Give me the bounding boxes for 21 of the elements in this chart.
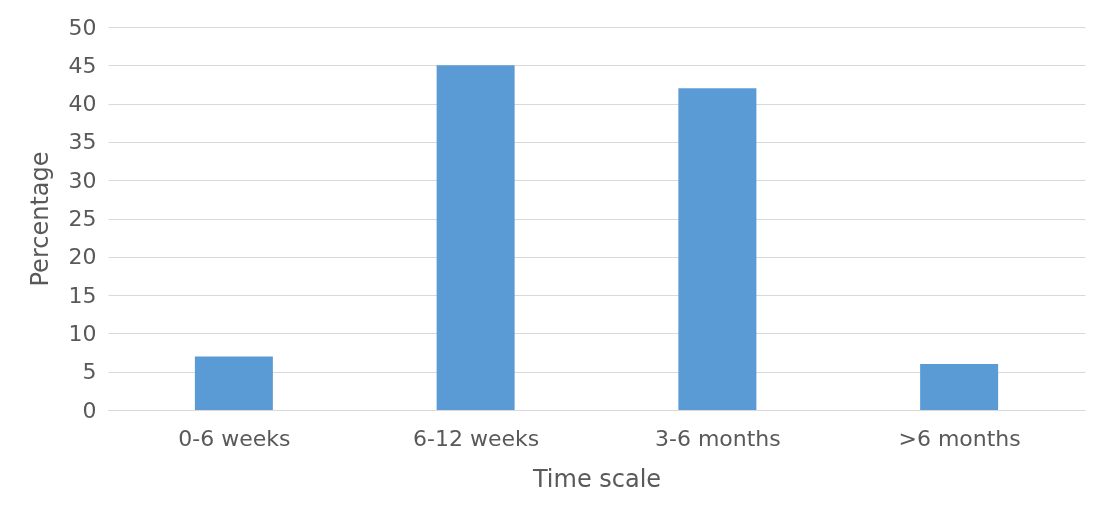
x-tick-label: >6 months	[898, 425, 1021, 451]
y-tick-label: 0	[82, 397, 97, 423]
y-tick-label: 35	[68, 129, 97, 155]
x-tick-label: 3-6 months	[654, 425, 781, 451]
x-axis-title: Time scale	[531, 464, 662, 493]
bar	[194, 356, 273, 410]
x-tick-label: 6-12 weeks	[413, 425, 540, 451]
bar	[678, 88, 757, 410]
y-tick-label: 50	[68, 14, 97, 40]
y-tick-label: 15	[68, 282, 97, 308]
y-tick-label: 45	[68, 52, 97, 78]
y-tick-label: 10	[68, 320, 97, 346]
bar	[436, 65, 515, 410]
y-tick-label: 30	[68, 167, 97, 193]
y-tick-label: 20	[68, 244, 97, 270]
x-tick-label: 0-6 weeks	[178, 425, 291, 451]
y-tick-label: 5	[82, 359, 97, 385]
y-tick-label: 40	[68, 91, 97, 117]
y-tick-label: 25	[68, 206, 97, 231]
y-axis-title: Percentage	[25, 151, 54, 287]
bar	[920, 364, 999, 410]
